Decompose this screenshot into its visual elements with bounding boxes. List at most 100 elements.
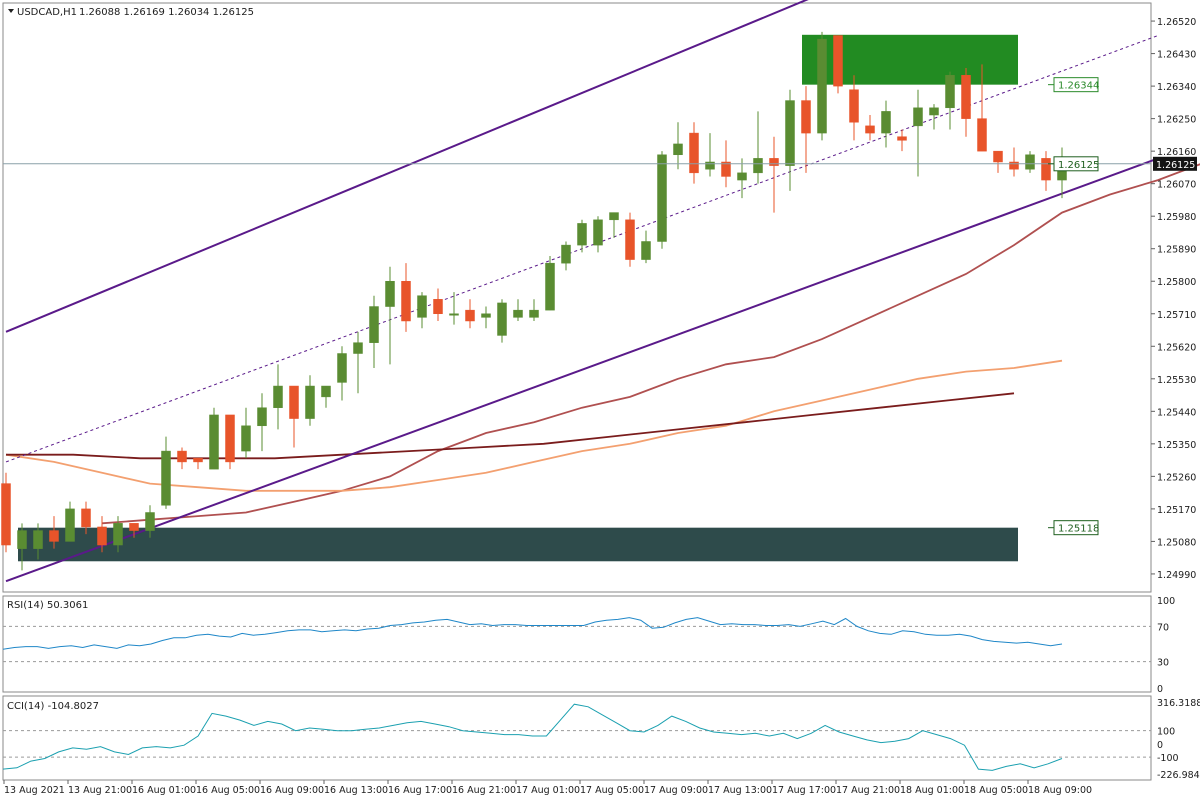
symbol-timeframe: USDCAD,H1	[17, 7, 77, 18]
candle[interactable]	[65, 501, 75, 542]
candle[interactable]	[321, 385, 331, 408]
candle-body	[241, 425, 251, 452]
candle[interactable]	[353, 331, 363, 394]
candle[interactable]	[545, 255, 555, 311]
candle[interactable]	[369, 295, 379, 368]
candle[interactable]	[113, 516, 123, 553]
candle[interactable]	[433, 288, 443, 321]
candle[interactable]	[17, 523, 27, 571]
candle-body	[209, 414, 219, 470]
candle[interactable]	[913, 89, 923, 177]
candle[interactable]	[609, 212, 619, 238]
candle-body	[753, 158, 763, 174]
candle-body	[1025, 154, 1035, 170]
candle[interactable]	[977, 64, 987, 152]
rsi-tick-label: 70	[1157, 622, 1169, 633]
candle[interactable]	[929, 104, 939, 130]
cci-panel[interactable]	[2, 695, 1152, 781]
candle[interactable]	[769, 136, 779, 213]
candle-body	[641, 241, 651, 260]
cci-tick-label: -100	[1157, 753, 1179, 764]
candle[interactable]	[209, 407, 219, 470]
candle[interactable]	[241, 407, 251, 459]
candle-body	[305, 385, 315, 419]
time-tick-label: 17 Aug 05:00	[580, 785, 644, 796]
candle[interactable]	[961, 68, 971, 137]
candle-body	[865, 125, 875, 134]
candle[interactable]	[833, 35, 843, 94]
candle[interactable]	[945, 71, 955, 130]
candle[interactable]	[673, 122, 683, 170]
candle[interactable]	[689, 122, 699, 184]
channel-upper-line[interactable]	[5, 0, 886, 333]
cci-tick-label: 100	[1157, 727, 1175, 738]
rsi-panel[interactable]	[2, 595, 1152, 693]
candle[interactable]	[225, 414, 235, 470]
candle[interactable]	[385, 266, 395, 365]
candle[interactable]	[737, 158, 747, 199]
candle[interactable]	[161, 436, 171, 509]
candle[interactable]	[129, 523, 139, 538]
candle[interactable]	[417, 292, 427, 329]
candle[interactable]	[881, 100, 891, 148]
candle[interactable]	[529, 299, 539, 321]
cci-label: CCI(14) -104.8027	[7, 701, 99, 712]
symbol-dropdown-icon[interactable]	[8, 9, 14, 13]
candle[interactable]	[561, 241, 571, 271]
candle[interactable]	[401, 263, 411, 332]
candle[interactable]	[289, 385, 299, 448]
candle-body	[401, 280, 411, 322]
candle-body	[657, 154, 667, 242]
candle[interactable]	[81, 501, 91, 535]
candle[interactable]	[657, 151, 667, 249]
candle[interactable]	[705, 133, 715, 177]
time-tick-label: 18 Aug 05:00	[964, 785, 1028, 796]
candle[interactable]	[49, 516, 59, 549]
candle[interactable]	[1025, 151, 1035, 173]
price-tick-label: 1.26160	[1157, 147, 1196, 158]
candle[interactable]	[849, 75, 859, 141]
candle[interactable]	[177, 447, 187, 470]
candle[interactable]	[305, 375, 315, 426]
candle[interactable]	[753, 111, 763, 184]
candle-body	[193, 458, 203, 463]
candle[interactable]	[513, 299, 523, 321]
rsi-tick-label: 100	[1157, 596, 1175, 607]
candle-body	[433, 299, 443, 315]
candle[interactable]	[1, 472, 11, 553]
candle[interactable]	[481, 306, 491, 329]
candle[interactable]	[273, 364, 283, 430]
candle[interactable]	[897, 129, 907, 152]
time-tick-label: 17 Aug 13:00	[708, 785, 772, 796]
candle[interactable]	[257, 393, 267, 452]
candle[interactable]	[593, 216, 603, 253]
candle[interactable]	[785, 89, 795, 191]
candle[interactable]	[1041, 151, 1051, 191]
candle[interactable]	[145, 505, 155, 538]
candle[interactable]	[465, 299, 475, 329]
price-tick-label: 1.25350	[1157, 440, 1196, 451]
candle[interactable]	[577, 219, 587, 253]
price-tick-label: 1.26250	[1157, 115, 1196, 126]
candle-body	[705, 161, 715, 170]
candle[interactable]	[801, 86, 811, 173]
candle[interactable]	[865, 115, 875, 141]
candle[interactable]	[497, 299, 507, 343]
channel-lower-line[interactable]	[5, 157, 1159, 583]
candle[interactable]	[449, 292, 459, 325]
candle[interactable]	[641, 230, 651, 264]
supply-demand-zone[interactable]	[18, 527, 1018, 562]
candle[interactable]	[193, 458, 203, 470]
candle[interactable]	[33, 523, 43, 560]
candle[interactable]	[625, 212, 635, 267]
price-panel[interactable]	[2, 2, 1152, 593]
candle[interactable]	[337, 346, 347, 401]
candle-body	[913, 107, 923, 127]
candle[interactable]	[993, 150, 1003, 173]
price-tick-label: 1.25170	[1157, 505, 1196, 516]
candle[interactable]	[1009, 147, 1019, 177]
candle[interactable]	[97, 516, 107, 553]
candle[interactable]	[817, 31, 827, 141]
